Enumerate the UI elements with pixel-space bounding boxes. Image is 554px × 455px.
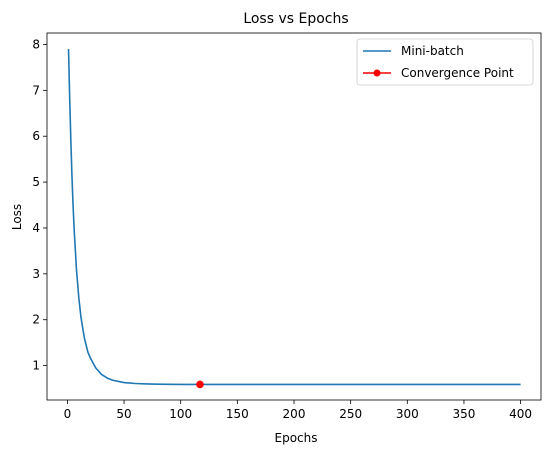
y-tick-label: 5 (32, 175, 40, 189)
x-tick-label: 400 (509, 407, 532, 421)
convergence-point-marker (196, 380, 204, 389)
legend-label: Convergence Point (401, 66, 514, 80)
chart-title: Loss vs Epochs (243, 11, 348, 27)
x-tick-label: 100 (169, 407, 192, 421)
legend: Mini-batch Convergence Point (356, 38, 534, 86)
y-axis-title: Loss (10, 204, 24, 230)
x-tick-label: 250 (339, 407, 362, 421)
y-tick-label: 2 (32, 313, 40, 327)
series-line-mini-batch (67, 49, 521, 386)
y-tick-label: 8 (32, 37, 40, 51)
x-tick-label: 200 (283, 407, 306, 421)
x-tick-label: 300 (396, 407, 419, 421)
legend-label: Mini-batch (401, 44, 464, 58)
legend-marker (373, 69, 381, 77)
x-tick-label: 50 (116, 407, 131, 421)
y-tick-label: 1 (32, 359, 40, 373)
x-tick-label: 350 (453, 407, 476, 421)
y-tick-label: 7 (32, 83, 40, 97)
y-tick-label: 3 (32, 267, 40, 281)
x-tick-label: 0 (64, 407, 72, 421)
y-tick-label: 6 (32, 129, 40, 143)
plot-frame (46, 32, 542, 401)
plot-area: 0 50 100 150 200 250 300 350 400 1 2 3 4 5 6 7 8 (32, 32, 542, 421)
y-tick-label: 4 (32, 221, 40, 235)
x-tick-label: 150 (226, 407, 249, 421)
legend-box (356, 38, 534, 86)
x-axis-title: Epochs (275, 431, 318, 445)
